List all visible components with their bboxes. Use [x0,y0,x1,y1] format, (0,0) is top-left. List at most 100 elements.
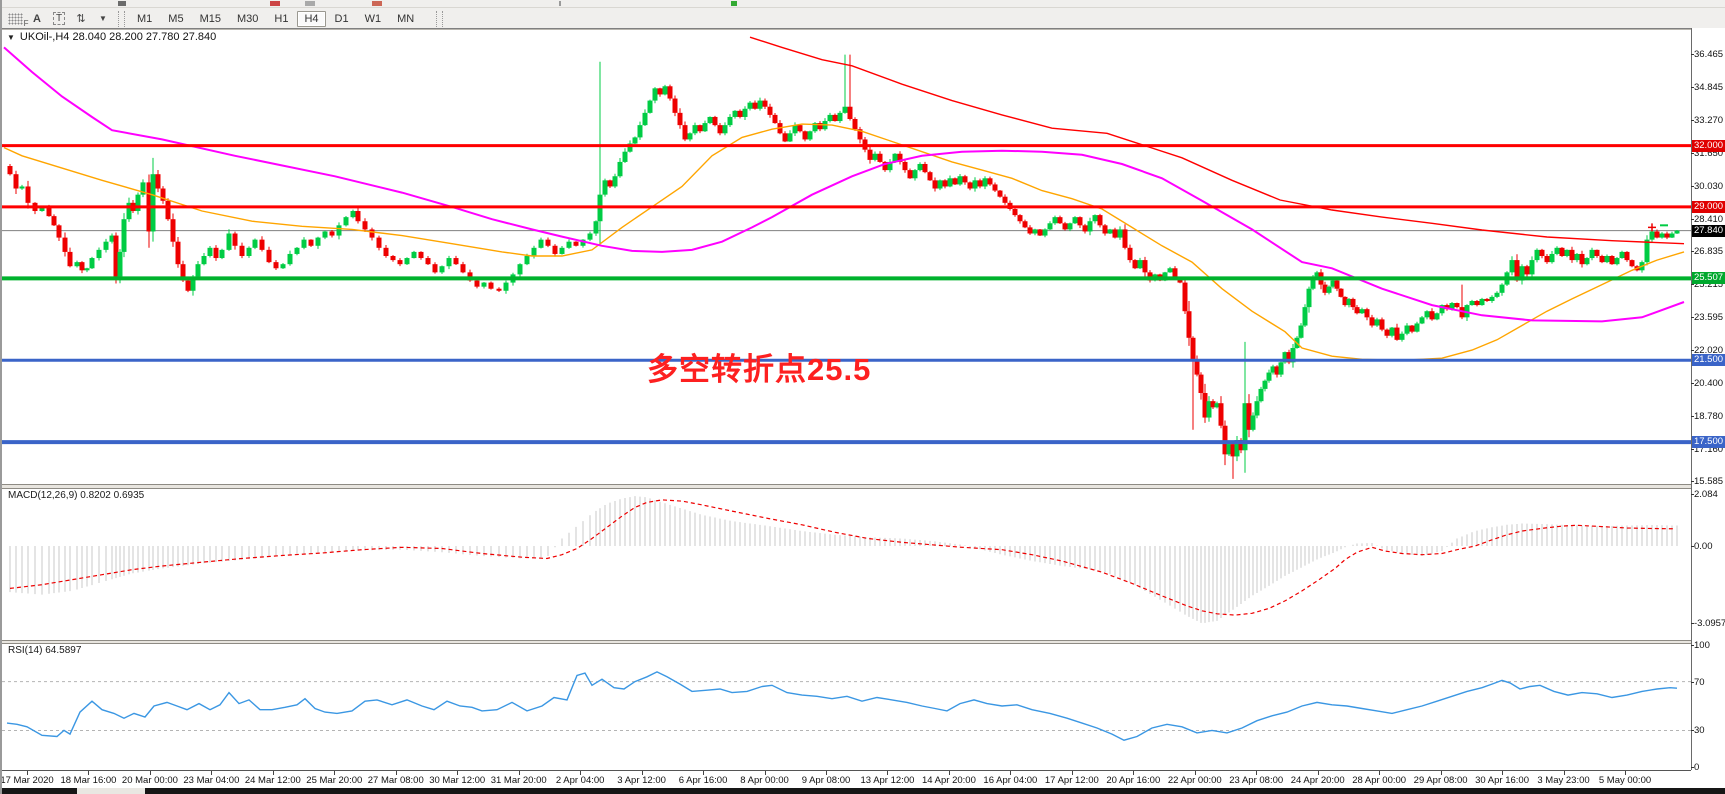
chart-dropdown-triangle[interactable]: ▼ [7,32,15,42]
time-tick [948,771,950,775]
tf-button-m5[interactable]: M5 [168,12,184,25]
time-tick [826,771,827,775]
time-tick [149,771,151,775]
price-tick [1691,185,1694,187]
tf-button-h1[interactable]: H1 [274,12,289,25]
price-badge: 32.000 [1692,139,1725,152]
time-axis[interactable]: 17 Mar 2020 18 Mar 16:00 20 Mar 00:00 23 Ma… [2,770,1691,788]
time-axis-label: 31 Mar 20:00 [490,775,547,786]
time-tick [1440,771,1442,775]
price-axis-label: 33.270 [1694,114,1724,126]
time-tick [1071,771,1073,775]
time-axis-label: 5 May 00:00 [1598,775,1652,786]
sliver-mark [372,1,382,6]
price-axis-label: 34.845 [1694,82,1724,94]
time-tick [1010,771,1012,775]
time-axis-label: 9 Apr 08:00 [801,775,851,786]
time-axis-label: 13 Apr 12:00 [860,775,915,786]
horizontal-scrollbar[interactable] [2,788,1725,794]
price-axis-label: 18.780 [1694,410,1724,422]
time-tick [1625,771,1626,775]
price-tick [1691,87,1694,89]
time-axis-label: 14 Apr 20:00 [921,775,976,786]
time-axis-label: 27 Mar 08:00 [367,775,424,786]
price-tick [1691,218,1694,220]
sliver-mark [559,1,561,6]
rsi-axis-label: 70 [1694,676,1705,688]
tf-button-mn[interactable]: MN [397,12,415,25]
time-axis-label: 2 Apr 04:00 [555,775,605,786]
time-tick [1379,771,1381,775]
price-axis-label: 17.160 [1694,444,1724,456]
tf-button-m1[interactable]: M1 [137,12,153,25]
sliver-mark [305,1,315,6]
price-badge: 29.000 [1692,200,1725,213]
rsi-tick [1691,645,1694,647]
tf-button-m30[interactable]: M30 [236,12,259,25]
time-axis-label: 8 Apr 00:00 [740,775,789,786]
text-label-icon[interactable]: T [49,10,69,27]
time-axis-label: 17 Mar 2020 [0,775,54,786]
time-tick [88,771,90,775]
macd-tick [1691,494,1694,496]
sliver-mark [270,1,280,6]
tf-button-m15[interactable]: M15 [199,12,221,25]
price-badge: 17.500 [1692,436,1725,449]
time-tick [211,771,213,775]
time-tick [1194,771,1196,775]
price-axis-label: 15.585 [1694,476,1724,488]
time-tick [272,771,274,775]
sliver-mark [118,1,126,6]
time-axis-label: 28 Apr 00:00 [1352,775,1407,786]
tick-chart-icon[interactable]: F [5,10,29,28]
symbol-header[interactable]: ▼ UKOil-,H4 28.040 28.200 27.780 27.840 [7,31,216,43]
price-tick [1691,449,1694,451]
toolbar-separator [118,10,125,27]
time-tick [887,771,889,775]
scrollbar-thumb[interactable] [77,788,145,794]
font-a-icon[interactable]: A [33,12,41,25]
time-axis-label: 20 Mar 00:00 [121,775,178,786]
panel-separator[interactable] [2,640,1725,644]
timeframe-button-group: M1 M5 M15 M30 H1 H4 D1 W1 MN [129,10,422,27]
price-tick [1691,382,1694,384]
price-axis-label: 28.410 [1694,213,1724,225]
time-axis-label: 3 May 23:00 [1537,775,1590,786]
macd-axis-label: 2.084 [1694,489,1718,501]
price-badge: 27.840 [1692,224,1725,237]
arrange-arrows-icon[interactable]: ⇅ [76,13,86,25]
price-tick [1691,54,1694,56]
rsi-axis-label: 30 [1694,725,1705,737]
chart-text-annotation[interactable]: 多空转折点25.5 [647,352,872,387]
upper-toolbar-sliver [2,0,1725,8]
macd-indicator-panel[interactable] [2,487,1691,640]
macd-label: MACD(12,26,9) 0.8202 0.6935 [8,490,145,501]
price-axis[interactable] [1691,28,1725,770]
price-tick [1691,152,1694,154]
time-tick [518,771,520,775]
time-axis-label: 20 Apr 16:00 [1106,775,1161,786]
macd-tick [1691,546,1694,547]
rsi-indicator-panel[interactable] [2,642,1691,769]
panel-separator[interactable] [2,484,1725,489]
tf-button-w1[interactable]: W1 [364,12,382,25]
time-axis-label: 25 Mar 20:00 [306,775,363,786]
toolbar-separator [436,10,444,27]
time-axis-label: 18 Mar 16:00 [60,775,117,786]
time-tick [1133,771,1135,775]
price-badge: 25.507 [1692,272,1725,285]
time-axis-label: 24 Apr 20:00 [1290,775,1345,786]
time-axis-label: 3 Apr 12:00 [617,775,666,786]
time-tick [1317,771,1319,775]
tf-button-d1[interactable]: D1 [334,12,349,25]
price-badge: 21.500 [1692,354,1725,367]
price-axis-label: 23.595 [1694,312,1724,324]
time-tick [1256,771,1258,775]
price-tick [1691,251,1694,253]
dropdown-caret-icon[interactable]: ▼ [99,14,107,23]
main-price-chart[interactable] [2,28,1691,484]
tf-button-h4[interactable]: H4 [297,10,326,27]
price-tick [1691,317,1694,319]
macd-axis-label: 0.00 [1694,541,1713,552]
